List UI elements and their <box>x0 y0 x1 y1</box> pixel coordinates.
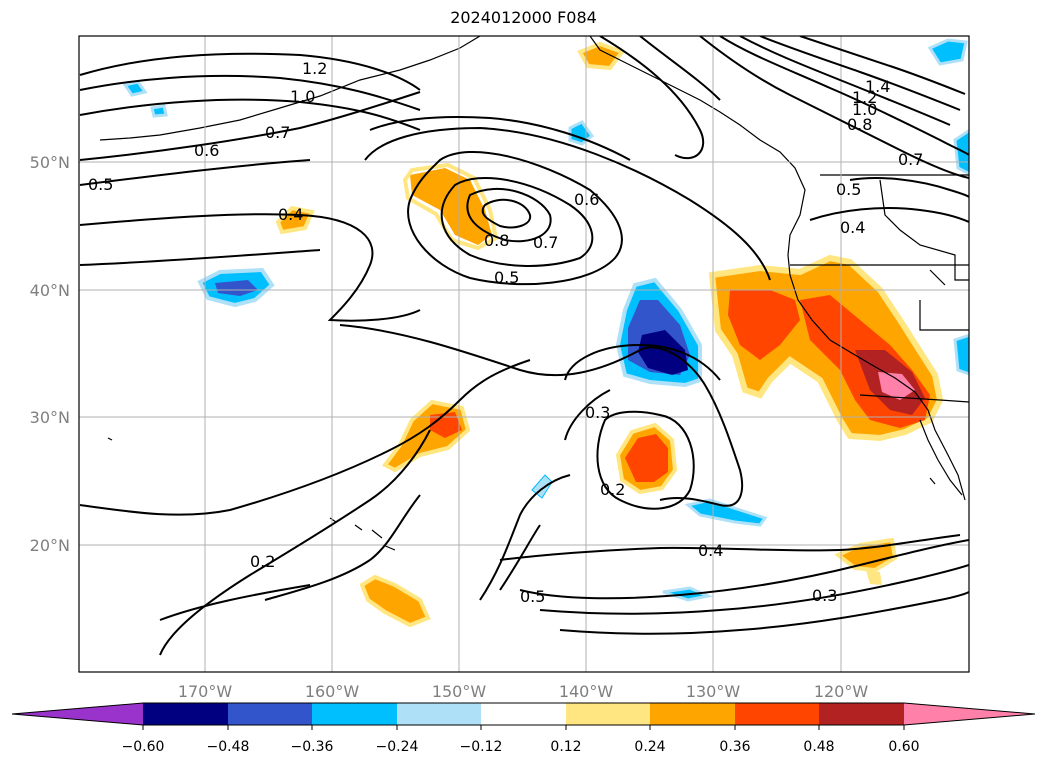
shade-region-blue-small-3 <box>150 104 168 118</box>
map-title: 2024012000 F084 <box>450 8 597 27</box>
colorbar-tick-label: 0.12 <box>550 739 581 755</box>
contour-label: 0.7 <box>898 150 923 169</box>
lat-tick-label: 40°N <box>30 281 70 300</box>
shade-region-orange-north <box>410 168 492 245</box>
shade-region-blue-top-right <box>927 38 968 66</box>
contour-label: 0.4 <box>698 541 723 560</box>
colorbar-segment <box>566 703 650 725</box>
lon-tick-labels: 170°W 160°W 150°W 140°W 130°W 120°W <box>178 682 869 701</box>
contour-label: 1.0 <box>852 100 877 119</box>
shade-region-blue-south-1 <box>684 498 768 527</box>
plot-frame <box>78 35 970 673</box>
colorbar-segment <box>143 703 228 725</box>
contour-label: 1.2 <box>302 59 327 78</box>
colorbar-tick-label: −0.48 <box>207 739 250 755</box>
colorbar-segment <box>397 703 481 725</box>
contour-label: 0.4 <box>278 205 303 224</box>
lon-tick-label: 160°W <box>305 682 360 701</box>
lat-tick-labels: 50°N 40°N 30°N 20°N <box>30 153 70 555</box>
lat-tick-label: 20°N <box>30 536 70 555</box>
colorbar-tick-label: 0.60 <box>888 739 919 755</box>
colorbar-tick-label: 0.24 <box>634 739 665 755</box>
shade-region-orange-southwest <box>359 574 431 628</box>
contour-label: 0.2 <box>600 480 625 499</box>
contour-label-group: 1.2 1.0 0.7 0.6 0.5 0.4 0.8 0.7 0.6 0.5 … <box>88 59 923 606</box>
lat-tick-label: 30°N <box>30 408 70 427</box>
gridlines <box>79 36 969 672</box>
colorbar-ticks <box>142 725 905 730</box>
lon-tick-label: 120°W <box>814 682 869 701</box>
colorbar-segment <box>12 703 143 725</box>
contour-label: 0.4 <box>840 218 865 237</box>
contour-label: 0.3 <box>585 403 610 422</box>
contour-label: 0.8 <box>484 231 509 250</box>
lon-tick-label: 170°W <box>178 682 233 701</box>
lat-tick-label: 50°N <box>30 153 70 172</box>
colorbar-tick-label: 0.48 <box>803 739 834 755</box>
colorbar-segment <box>904 703 1035 725</box>
colorbar-tick-label: 0.36 <box>719 739 750 755</box>
contour-label: 0.3 <box>812 586 837 605</box>
shade-region-blue-small-2 <box>122 80 148 97</box>
colorbar-segment <box>228 703 312 725</box>
colorbar-segment <box>819 703 904 725</box>
colorbar-segment <box>650 703 735 725</box>
contour-label: 0.5 <box>836 180 861 199</box>
colorbar-segment <box>481 703 566 725</box>
colorbar-tick-label: −0.12 <box>460 739 503 755</box>
colorbar-tick-label: −0.60 <box>122 739 165 755</box>
lon-tick-label: 150°W <box>432 682 487 701</box>
colorbar-segment <box>735 703 819 725</box>
contour-label: 0.8 <box>847 115 872 134</box>
lon-tick-label: 130°W <box>686 682 741 701</box>
contour-label: 1.0 <box>290 87 315 106</box>
contour-label: 0.5 <box>520 587 545 606</box>
contour-label: 0.5 <box>494 268 519 287</box>
contour-label: 0.7 <box>533 233 558 252</box>
contour-label: 0.6 <box>574 190 599 209</box>
contour-lines <box>79 36 969 656</box>
colorbar-tick-label: −0.36 <box>291 739 334 755</box>
colorbar-segment <box>312 703 397 725</box>
contour-label: 0.7 <box>265 123 290 142</box>
shade-region-blue-right-mid <box>953 333 969 376</box>
contour-label: 1.4 <box>865 77 890 96</box>
contour-label: 0.6 <box>194 141 219 160</box>
lon-tick-label: 140°W <box>559 682 614 701</box>
contour-label: 0.5 <box>88 175 113 194</box>
contour-label: 0.2 <box>250 552 275 571</box>
colorbar: −0.60 −0.48 −0.36 −0.24 −0.12 0.12 0.24 … <box>11 702 1036 755</box>
coastlines <box>99 36 969 551</box>
contour-label: 1.2 <box>852 88 877 107</box>
colorbar-tick-label: −0.24 <box>376 739 419 755</box>
